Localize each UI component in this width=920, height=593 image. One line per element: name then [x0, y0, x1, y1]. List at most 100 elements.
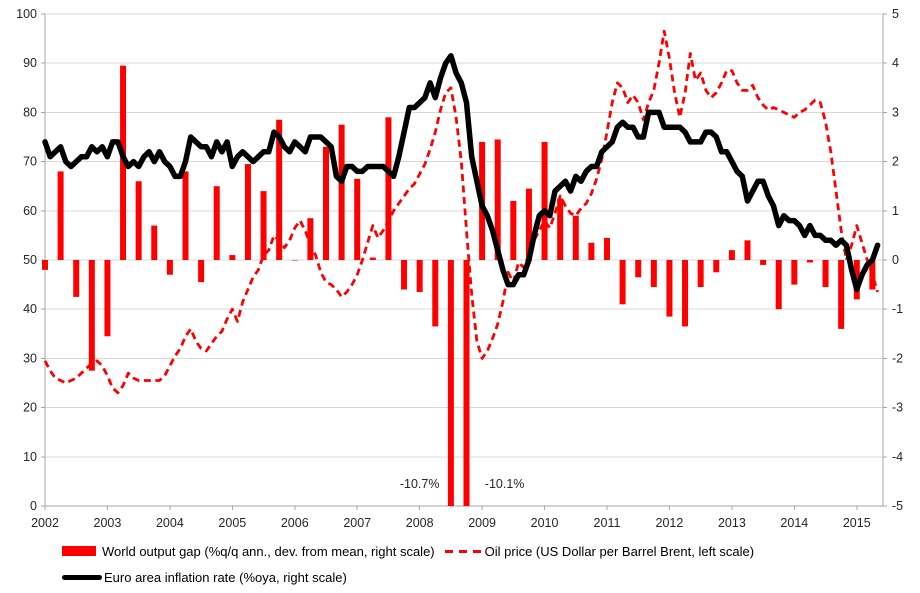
inflation-swatch-icon [62, 574, 102, 580]
output-gap-bar [291, 260, 298, 261]
x-axis-tick-label: 2012 [656, 516, 684, 530]
x-axis-tick-label: 2008 [406, 516, 434, 530]
output-gap-bar [666, 260, 673, 317]
legend-row-1: World output gap (%q/q ann., dev. from m… [62, 540, 912, 562]
output-gap-bar [338, 124, 345, 260]
left-axis-tick-label: 100 [16, 7, 37, 21]
output-gap-bar [447, 260, 454, 506]
output-gap-bar [88, 260, 95, 371]
output-gap-bar [463, 260, 470, 506]
chart-canvas: 0 10 20 30 40 50 60 70 80 90 100 -5 -4 -3 -2 -1 0 1 2 3 4 5 20… [16, 7, 903, 530]
output-gap-bar [57, 171, 64, 260]
output-gap-bar [619, 260, 626, 305]
output-gap-bar [760, 260, 767, 265]
oil-price-swatch-icon [444, 549, 485, 553]
legend-label-output-gap: World output gap (%q/q ann., dev. from m… [102, 543, 435, 559]
right-axis-tick-label: 3 [892, 105, 899, 119]
output-gap-bar [822, 260, 829, 288]
output-gap-bar [744, 240, 751, 260]
output-gap-bar [525, 188, 532, 260]
x-axis-tick-label: 2009 [468, 516, 496, 530]
x-axis-tick-label: 2004 [156, 516, 184, 530]
output-gap-bar [401, 260, 408, 290]
left-axis-tick-label: 0 [30, 499, 37, 513]
x-axis-tick-label: 2002 [31, 516, 59, 530]
x-axis-tick-label: 2015 [843, 516, 871, 530]
right-axis-tick-label: 5 [892, 7, 899, 21]
output-gap-bar [603, 237, 610, 260]
output-gap-bar [104, 260, 111, 337]
output-gap-bar [42, 260, 48, 270]
output-gap-bar [213, 186, 220, 260]
legend-label-inflation: Euro area inflation rate (%oya, right sc… [104, 569, 347, 585]
output-gap-bar [541, 141, 548, 260]
left-axis-tick-label: 30 [23, 351, 37, 365]
right-axis-tick-label: 1 [892, 204, 899, 218]
output-gap-bar [120, 65, 127, 260]
right-axis-tick-label: -1 [892, 302, 903, 316]
bar-value-annotation: -10.7% [400, 477, 440, 491]
bar-value-annotation: -10.1% [485, 477, 525, 491]
inflation-line [42, 53, 881, 293]
output-gap-bar [728, 250, 735, 260]
left-axis-tick-label: 20 [23, 401, 37, 415]
output-gap-bar [682, 260, 689, 327]
legend-row-2: Euro area inflation rate (%oya, right sc… [62, 566, 912, 588]
left-axis-tick-label: 80 [23, 105, 37, 119]
output-gap-swatch-icon [62, 546, 96, 556]
output-gap-bar [322, 146, 329, 260]
right-axis-tick-label: 2 [892, 155, 899, 169]
oil-price-line [43, 29, 879, 395]
output-gap-bar [775, 260, 782, 310]
output-gap-bar [385, 117, 392, 260]
right-axis-tick-label: -3 [892, 401, 903, 415]
x-axis-tick-label: 2003 [94, 516, 122, 530]
output-gap-bar [588, 242, 595, 260]
output-gap-bar [135, 181, 142, 260]
chart-area: 0 10 20 30 40 50 60 70 80 90 100 -5 -4 -3 -2 -1 0 1 2 3 4 5 20… [16, 7, 903, 530]
left-axis-tick-label: 60 [23, 204, 37, 218]
left-axis-tick-label: 50 [23, 253, 37, 267]
x-axis-tick-label: 2013 [718, 516, 746, 530]
output-gap-bar [307, 218, 314, 260]
output-gap-bar [354, 178, 361, 260]
output-gap-bar [806, 260, 813, 263]
right-axis-tick-label: -2 [892, 351, 903, 365]
output-gap-bar [369, 257, 376, 260]
output-gap-bar [198, 260, 205, 283]
left-axis-tick-label: 70 [23, 155, 37, 169]
left-axis-tick-label: 10 [23, 450, 37, 464]
output-gap-bar [635, 260, 642, 278]
output-gap-bar [557, 198, 564, 260]
output-gap-bar [260, 191, 267, 260]
right-axis-tick-label: -5 [892, 499, 903, 513]
output-gap-bar [229, 255, 236, 260]
x-axis-tick-label: 2014 [780, 516, 808, 530]
legend-label-oil-price: Oil price (US Dollar per Barrel Brent, l… [484, 543, 755, 559]
right-axis-tick-label: 0 [892, 253, 899, 267]
x-axis-tick-label: 2011 [594, 516, 621, 530]
output-gap-bar [838, 260, 845, 329]
output-gap-bar [244, 164, 251, 260]
right-axis-tick-label: -4 [892, 450, 903, 464]
x-axis-tick-label: 2010 [531, 516, 559, 530]
output-gap-bar [182, 171, 189, 260]
output-gap-bar [510, 200, 517, 260]
x-axis-tick-label: 2007 [343, 516, 371, 530]
output-gap-bar [650, 260, 657, 288]
chart-legend: World output gap (%q/q ann., dev. from m… [62, 540, 912, 592]
output-gap-bar [791, 260, 798, 285]
output-gap-bar [697, 260, 704, 288]
right-axis-tick-label: 4 [892, 56, 899, 70]
x-axis-tick-label: 2006 [281, 516, 309, 530]
left-axis-tick-label: 90 [23, 56, 37, 70]
x-axis-tick-label: 2005 [218, 516, 246, 530]
output-gap-bar [151, 225, 158, 260]
output-gap-bar [73, 260, 80, 297]
output-gap-bar [432, 260, 439, 327]
output-gap-bar [494, 139, 501, 260]
left-axis-tick-label: 40 [23, 302, 37, 316]
output-gap-bar [276, 119, 283, 260]
output-gap-bar [713, 260, 720, 273]
output-gap-bar [416, 260, 423, 292]
